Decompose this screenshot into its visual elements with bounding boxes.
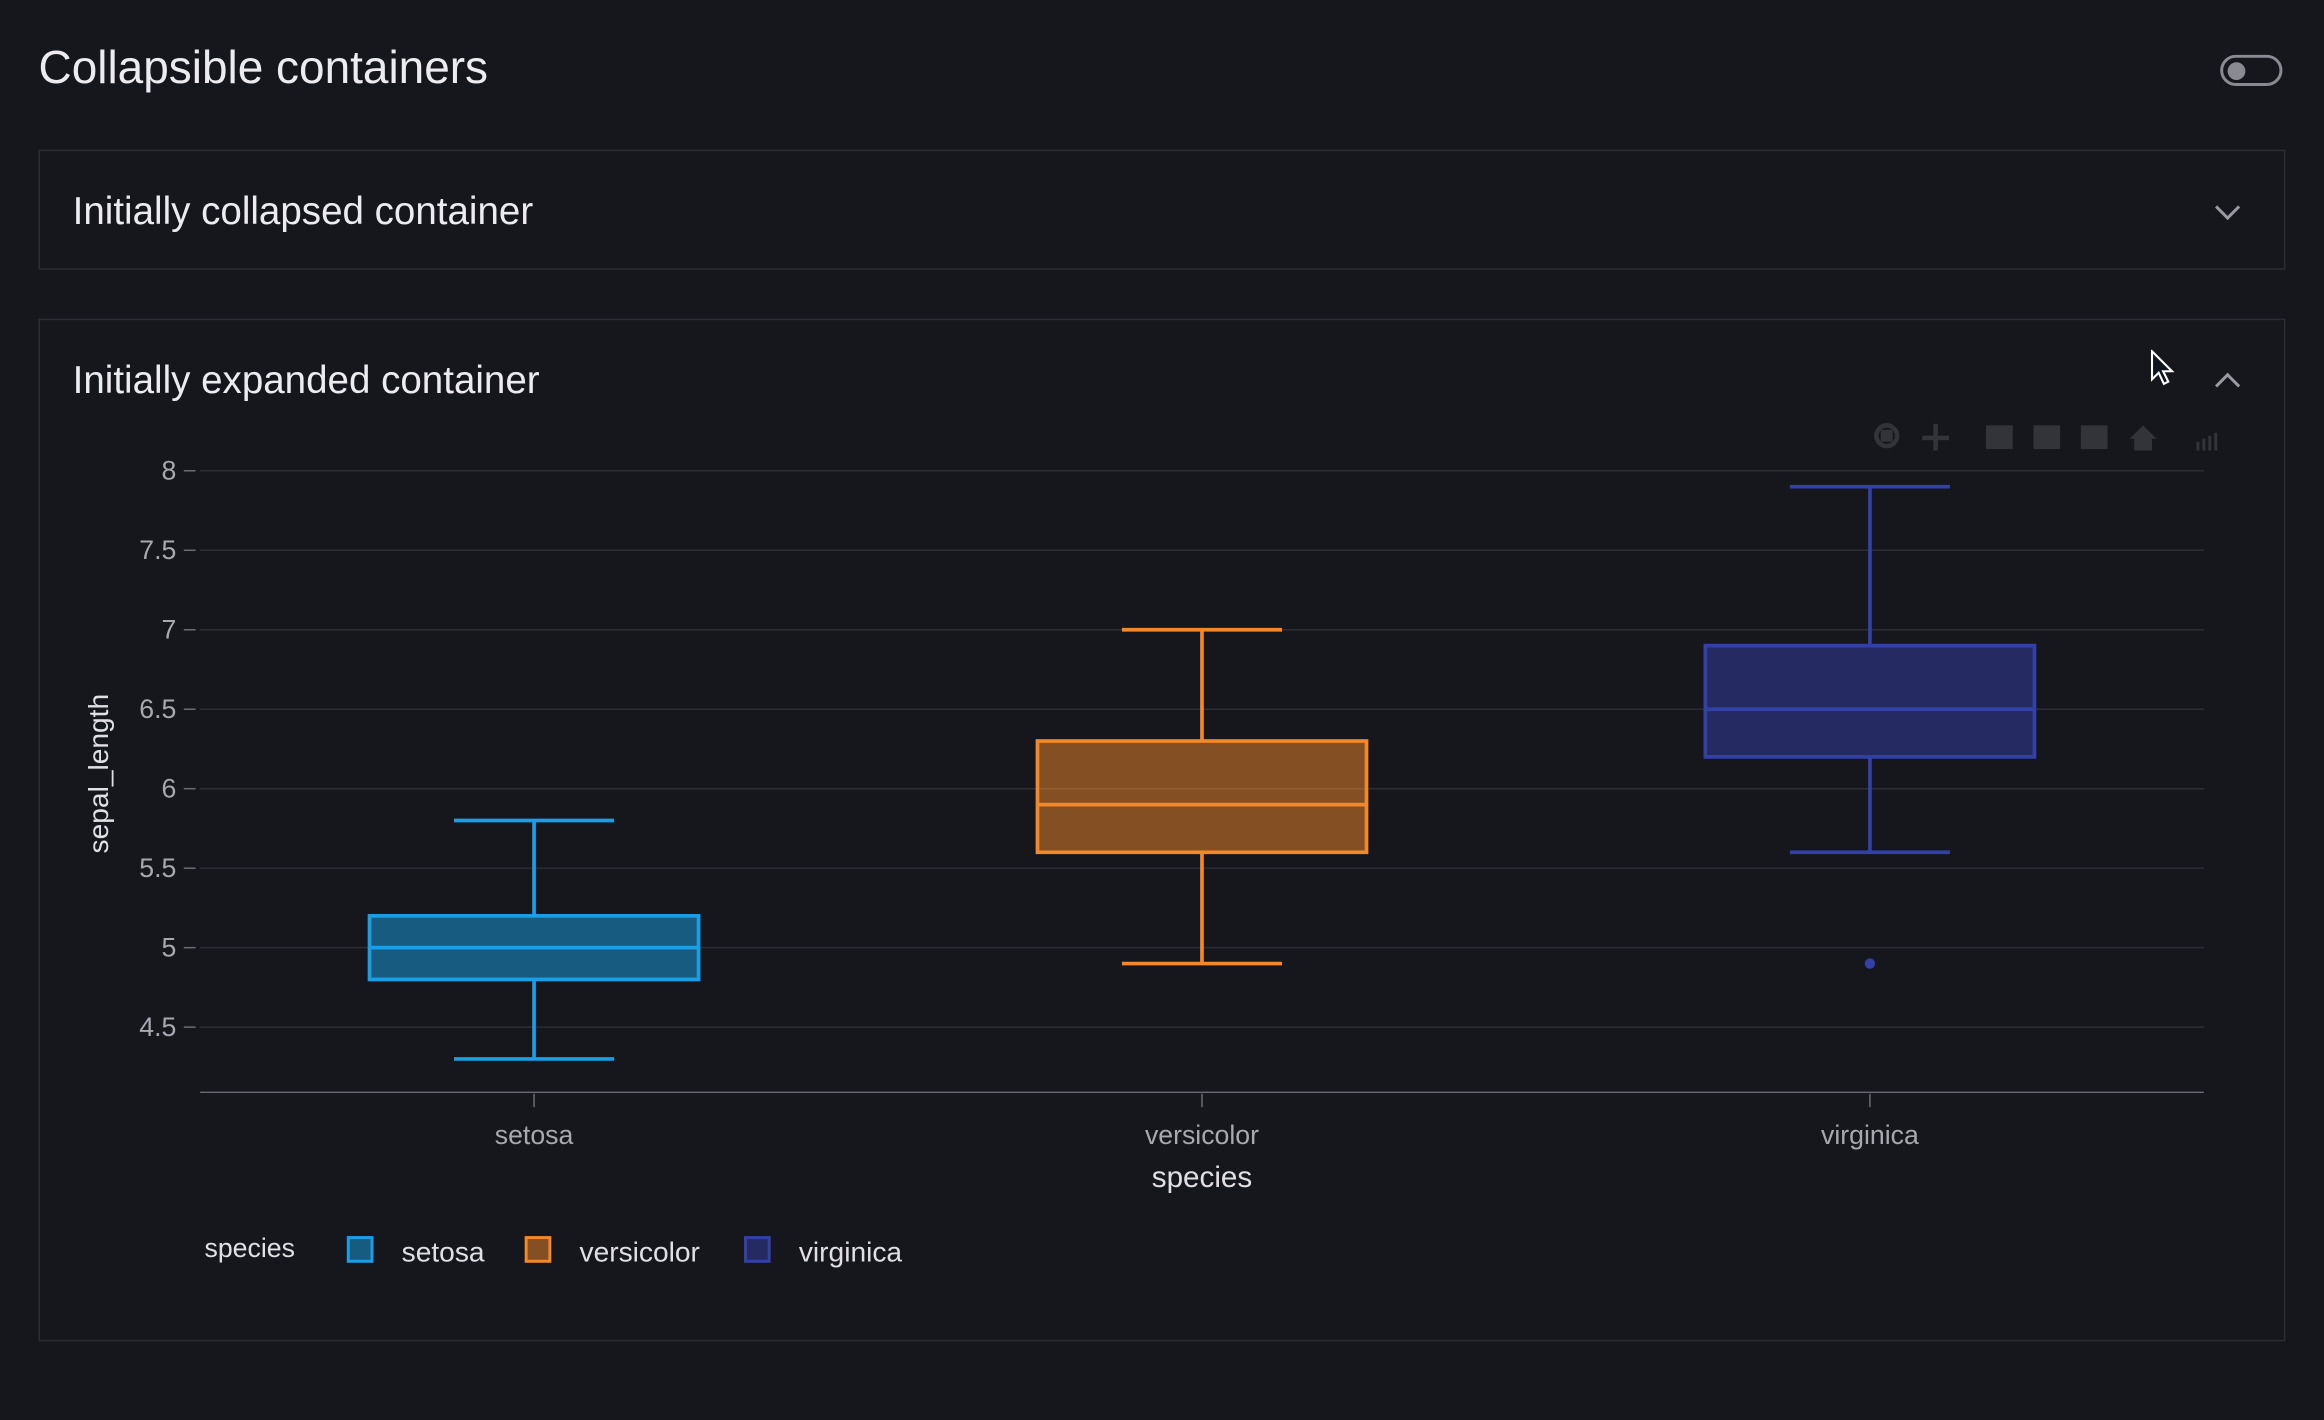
- reset-axes-icon[interactable]: [2129, 425, 2157, 451]
- plotly-logo-icon[interactable]: [2196, 432, 2218, 451]
- x-tick-label: versicolor: [1145, 1120, 1259, 1150]
- legend-swatch: [744, 1236, 771, 1263]
- y-axis-title: sepal_length: [83, 694, 114, 854]
- y-tick-label: 7.5: [139, 535, 176, 565]
- iqr-box: [1035, 739, 1369, 855]
- legend-item-versicolor[interactable]: versicolor: [524, 1236, 700, 1267]
- box-versicolor[interactable]: [1035, 627, 1369, 966]
- x-tick-label: virginica: [1821, 1120, 1919, 1150]
- y-tick-label: 5.5: [139, 853, 176, 883]
- collapsed-container[interactable]: Initially collapsed container: [38, 149, 2286, 270]
- legend-label: virginica: [799, 1236, 903, 1267]
- expanded-container: Initially expanded container: [38, 318, 2286, 1342]
- mouse-cursor-icon: [2150, 349, 2175, 386]
- zoom-icon[interactable]: [1874, 423, 1900, 449]
- pan-icon[interactable]: [1922, 423, 1949, 451]
- y-tick-label: 4.5: [139, 1012, 176, 1042]
- iqr-box: [1703, 643, 2037, 759]
- container-title: Initially collapsed container: [72, 188, 534, 233]
- legend-swatch: [346, 1236, 374, 1263]
- legend-title: species: [205, 1233, 295, 1263]
- legend-item-setosa[interactable]: setosa: [346, 1236, 485, 1267]
- autoscale-icon[interactable]: [2080, 425, 2108, 450]
- zoom-out-icon[interactable]: [2033, 425, 2061, 450]
- x-axis-title: species: [1152, 1161, 1252, 1194]
- container-title[interactable]: Initially expanded container: [72, 357, 540, 402]
- y-tick-label: 7: [162, 615, 177, 645]
- outlier-point[interactable]: [1864, 958, 1876, 969]
- toggle-knob: [2227, 62, 2246, 81]
- legend-label: versicolor: [580, 1236, 700, 1267]
- x-tick-label: setosa: [495, 1120, 574, 1150]
- legend-label: setosa: [402, 1236, 485, 1267]
- y-tick-label: 6.5: [139, 694, 176, 724]
- theme-toggle[interactable]: [2220, 54, 2283, 86]
- zoom-in-icon[interactable]: [1986, 425, 2013, 450]
- y-tick-label: 6: [162, 774, 177, 804]
- y-tick-label: 5: [162, 933, 177, 963]
- page-title: Collapsible containers: [38, 41, 489, 94]
- box-virginica[interactable]: [1703, 484, 2037, 969]
- box-setosa[interactable]: [367, 818, 701, 1061]
- legend-item-virginica[interactable]: virginica: [744, 1236, 903, 1267]
- y-tick-label: 8: [162, 456, 177, 486]
- legend-swatch: [524, 1236, 552, 1263]
